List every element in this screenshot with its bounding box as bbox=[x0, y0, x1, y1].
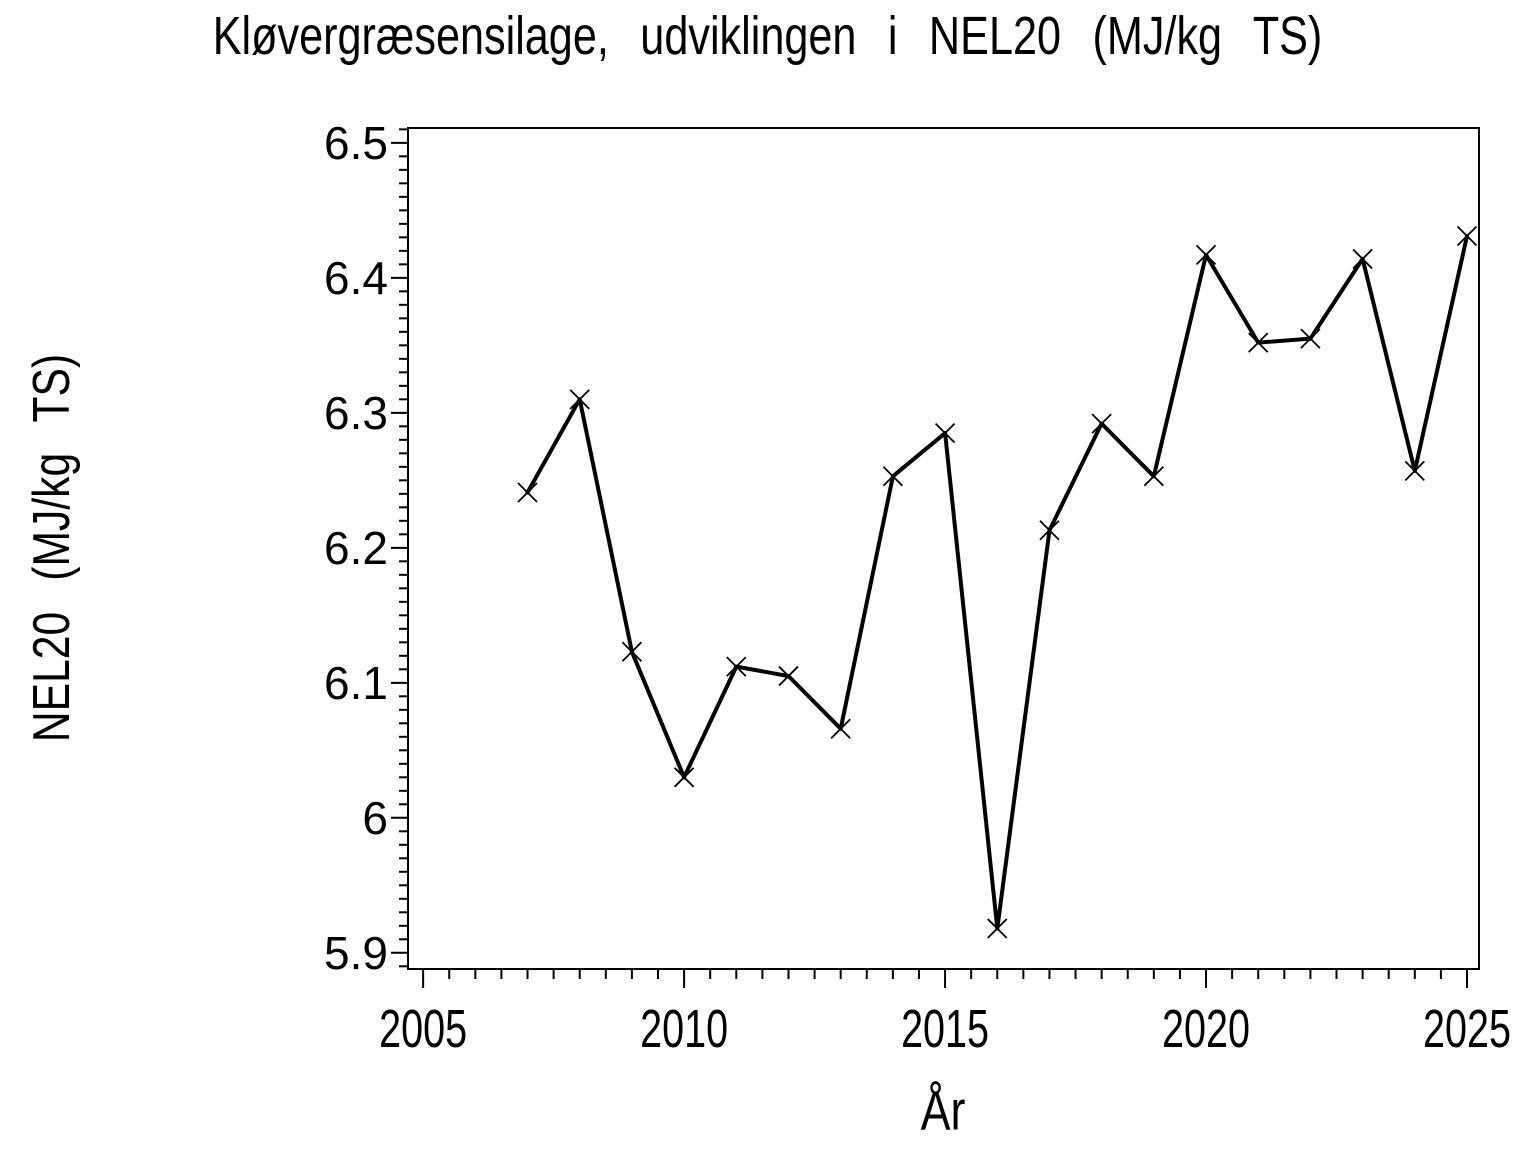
x-tick-label: 2005 bbox=[379, 999, 467, 1059]
data-point-marker bbox=[830, 718, 851, 739]
data-point-marker bbox=[1456, 225, 1478, 247]
data-point-marker bbox=[673, 767, 695, 788]
data-point-marker bbox=[778, 665, 799, 687]
x-tick-label: 2015 bbox=[901, 999, 989, 1059]
chart-title: Kløvergræsensilage, udviklingen i NEL20 … bbox=[0, 8, 1536, 65]
data-point-marker bbox=[1195, 244, 1217, 266]
series-line bbox=[525, 234, 1469, 931]
data-point-marker bbox=[569, 389, 590, 410]
data-point-marker bbox=[621, 641, 643, 662]
y-tick-label: 6.4 bbox=[324, 252, 388, 304]
plot-frame bbox=[407, 127, 1480, 970]
data-point-marker bbox=[1248, 332, 1269, 353]
chart-title-text: Kløvergræsensilage, udviklingen i NEL20 … bbox=[213, 6, 1323, 66]
x-axis-title: År bbox=[920, 1078, 966, 1142]
y-tick-label: 5.9 bbox=[324, 927, 388, 979]
y-tick-label: 6 bbox=[362, 792, 388, 844]
y-tick-label: 6.5 bbox=[324, 117, 388, 169]
data-point-marker bbox=[726, 656, 747, 677]
data-point-marker bbox=[1039, 520, 1060, 541]
data-point-marker bbox=[1143, 466, 1164, 487]
data-point-marker bbox=[1300, 328, 1321, 349]
data-point-marker bbox=[1091, 413, 1112, 434]
y-tick-label: 6.3 bbox=[324, 387, 388, 439]
y-tick-label: 6.1 bbox=[324, 657, 388, 709]
data-point-marker bbox=[934, 422, 956, 444]
data-point-marker bbox=[517, 482, 538, 503]
x-tick-label: 2025 bbox=[1423, 999, 1511, 1059]
data-point-marker bbox=[987, 918, 1008, 939]
x-tick-label: 2010 bbox=[640, 999, 728, 1059]
x-tick-label: 2020 bbox=[1162, 999, 1250, 1059]
data-point-marker bbox=[1404, 460, 1425, 482]
data-point-marker bbox=[882, 466, 904, 487]
data-point-marker bbox=[1352, 248, 1373, 270]
y-tick-label: 6.2 bbox=[324, 522, 388, 574]
